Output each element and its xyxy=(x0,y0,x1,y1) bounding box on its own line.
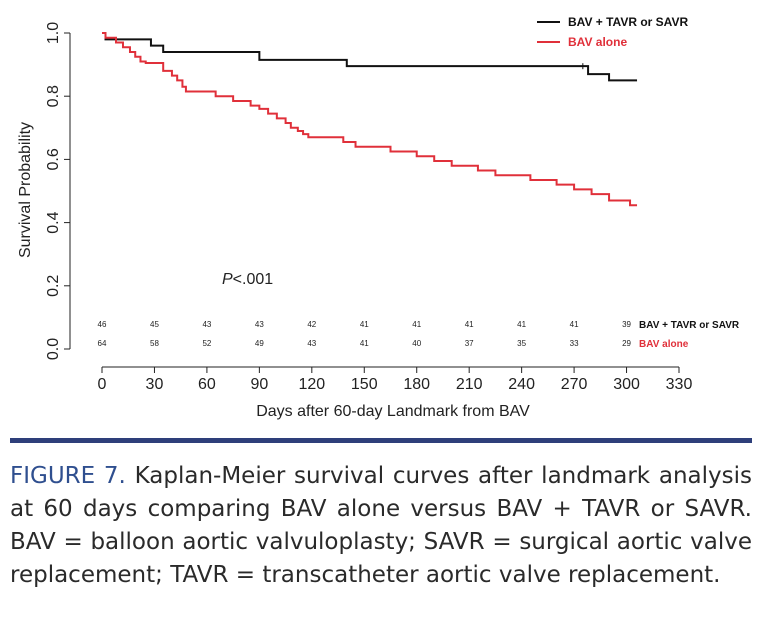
x-tick-label: 60 xyxy=(198,376,216,393)
p-value-symbol: P xyxy=(222,271,233,288)
x-tick-label: 0 xyxy=(98,376,107,393)
x-tick-label: 90 xyxy=(250,376,268,393)
number-at-risk-table: 46 45 43 43 42 41 41 41 41 41 39 BAV + TAVR or SAVR… xyxy=(98,320,740,350)
at-risk-count: 41 xyxy=(360,339,369,348)
y-tick-label: 0.2 xyxy=(45,275,62,297)
caption-divider xyxy=(10,438,752,443)
x-tick-label: 240 xyxy=(508,376,535,393)
at-risk-count: 46 xyxy=(98,320,107,329)
km-chart: 0 30 60 90 120 150 180 210 240 270 300 330 0.0 0.2 0.… xyxy=(17,15,740,420)
legend: BAV + TAVR or SAVR BAV alone xyxy=(537,15,688,49)
curve-bav-alone xyxy=(102,32,638,207)
legend-entry: BAV + TAVR or SAVR xyxy=(568,15,688,29)
survival-curves xyxy=(102,32,638,207)
at-risk-count: 43 xyxy=(307,339,316,348)
y-tick-label: 1.0 xyxy=(45,22,62,44)
y-tick-label: 0.4 xyxy=(45,211,62,233)
y-tick-label: 0.6 xyxy=(45,148,62,170)
at-risk-count: 45 xyxy=(150,320,159,329)
at-risk-count: 39 xyxy=(622,320,631,329)
x-tick-label: 120 xyxy=(298,376,325,393)
at-risk-count: 35 xyxy=(517,339,526,348)
axes xyxy=(69,33,679,368)
at-risk-count: 41 xyxy=(517,320,526,329)
at-risk-count: 33 xyxy=(570,339,579,348)
at-risk-count: 41 xyxy=(412,320,421,329)
at-risk-count: 40 xyxy=(412,339,421,348)
at-risk-count: 37 xyxy=(465,339,474,348)
x-tick-label: 30 xyxy=(146,376,164,393)
y-tick-label: 0.0 xyxy=(45,338,62,360)
x-tick-label: 180 xyxy=(403,376,430,393)
y-tick-label: 0.8 xyxy=(45,85,62,107)
x-tick-label: 150 xyxy=(351,376,378,393)
curve-bav-tavr-savr xyxy=(102,32,638,82)
x-tick-label: 330 xyxy=(666,376,693,393)
y-axis-label: Survival Probability xyxy=(17,122,34,258)
x-tick-label: 270 xyxy=(561,376,588,393)
at-risk-count: 52 xyxy=(202,339,211,348)
at-risk-count: 43 xyxy=(202,320,211,329)
at-risk-count: 42 xyxy=(307,320,316,329)
x-axis-label: Days after 60-day Landmark from BAV xyxy=(256,403,530,420)
at-risk-count: 29 xyxy=(622,339,631,348)
x-axis-ticks: 0 30 60 90 120 150 180 210 240 270 300 330 xyxy=(98,367,693,393)
at-risk-count: 58 xyxy=(150,339,159,348)
at-risk-count: 64 xyxy=(98,339,107,348)
x-tick-label: 210 xyxy=(456,376,483,393)
caption-text: Kaplan-Meier survival curves after landm… xyxy=(10,463,752,588)
at-risk-label-bav-alone: BAV alone xyxy=(639,339,689,350)
figure-label: FIGURE 7. xyxy=(10,463,126,489)
at-risk-count: 41 xyxy=(570,320,579,329)
at-risk-count: 43 xyxy=(255,320,264,329)
at-risk-count: 49 xyxy=(255,339,264,348)
p-value-text: <.001 xyxy=(233,271,274,288)
at-risk-count: 41 xyxy=(465,320,474,329)
figure-caption: FIGURE 7. Kaplan-Meier survival curves a… xyxy=(10,460,752,592)
p-value-annotation: P<.001 xyxy=(222,271,273,288)
legend-entry: BAV alone xyxy=(568,35,627,49)
y-axis-ticks: 0.0 0.2 0.4 0.6 0.8 1.0 xyxy=(45,22,70,360)
km-plot-svg: 0 30 60 90 120 150 180 210 240 270 300 330 0.00.20.… xyxy=(17,15,740,420)
x-tick-label: 300 xyxy=(613,376,640,393)
at-risk-count: 41 xyxy=(360,320,369,329)
at-risk-label-bav-tavr-savr: BAV + TAVR or SAVR xyxy=(639,320,740,331)
